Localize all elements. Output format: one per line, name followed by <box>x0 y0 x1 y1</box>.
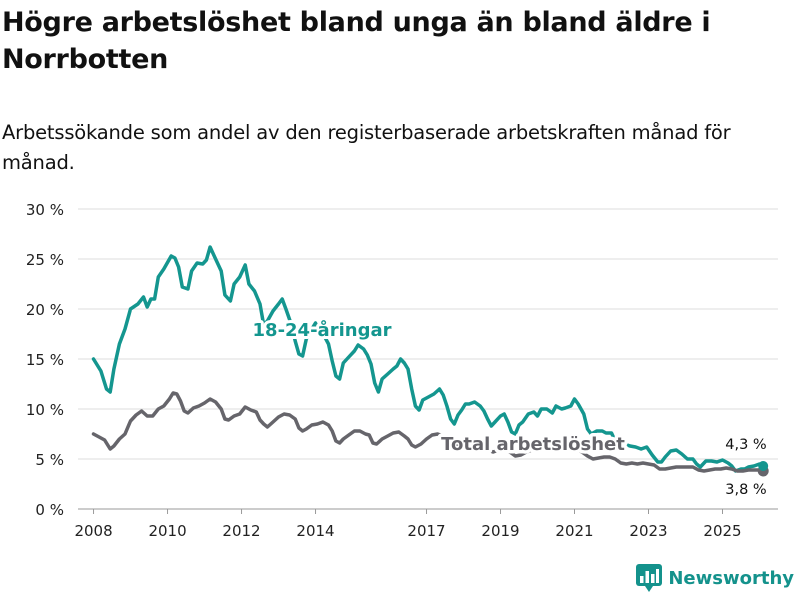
x-tick-label: 2010 <box>148 522 186 540</box>
y-tick-label: 25 % <box>26 251 64 269</box>
y-tick-label: 0 % <box>35 501 64 519</box>
line-chart: 0 % 5 % 10 % 15 % 20 % 25 % 30 % 2008 2010 2012 20… <box>26 201 778 540</box>
x-tick-label: 2017 <box>407 522 445 540</box>
series-line-total <box>91 391 765 473</box>
end-label-total: 3,8 % <box>725 482 766 498</box>
y-tick-label: 10 % <box>26 401 64 419</box>
x-tick-label: 2012 <box>222 522 260 540</box>
x-tick-label: 2008 <box>74 522 112 540</box>
x-tick-label: 2023 <box>629 522 667 540</box>
end-label-youth: 4,3 % <box>725 437 766 453</box>
bar-chart-logo-icon <box>636 564 663 592</box>
brand-name: Newsworthy <box>668 567 794 589</box>
chart-subtitle: Arbetssökande som andel av den registerb… <box>2 121 731 174</box>
y-tick-label: 5 % <box>35 451 64 469</box>
y-tick-label: 15 % <box>26 351 64 369</box>
series-line-youth <box>91 245 765 473</box>
x-tick-label: 2021 <box>555 522 593 540</box>
chart-title: Högre arbetslöshet bland unga än bland ä… <box>2 7 711 75</box>
y-tick-label: 20 % <box>26 301 64 319</box>
brand-logo: Newsworthy <box>636 564 794 592</box>
x-tick-label: 2014 <box>296 522 334 540</box>
y-tick-label: 30 % <box>26 201 64 219</box>
series-label-total: Total arbetslöshet <box>441 434 625 455</box>
series-label-youth: 18-24-åringar <box>253 319 392 341</box>
x-tick-label: 2019 <box>481 522 519 540</box>
end-marker-youth <box>758 461 769 471</box>
x-tick-label: 2025 <box>703 522 741 540</box>
